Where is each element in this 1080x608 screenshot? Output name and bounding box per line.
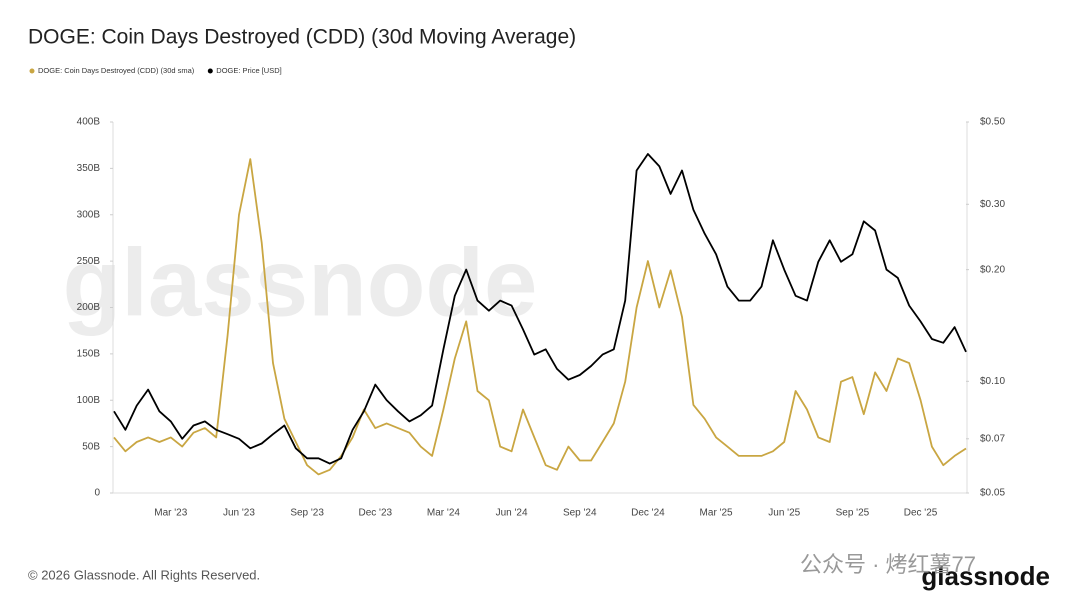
y-tick-label: $0.30 (980, 199, 1005, 210)
y-tick-label: $0.05 (980, 488, 1005, 499)
x-tick-label: Sep '24 (563, 508, 597, 519)
x-tick-label: Mar '23 (154, 508, 187, 519)
line (113, 158, 967, 476)
y-tick-label: 100B (77, 395, 101, 406)
y-tick-label: 50B (82, 441, 100, 452)
footer: © 2026 Glassnode. All Rights Reserved. (28, 567, 260, 582)
y-tick-label: $0.10 (980, 376, 1005, 387)
legend-marker (29, 68, 35, 74)
x-tick-label: Mar '25 (700, 508, 733, 519)
logo: glassnode (921, 561, 1050, 591)
y-tick-label: 200B (77, 302, 101, 313)
y-tick-label: $0.20 (980, 264, 1005, 275)
y-tick-label: 350B (77, 163, 101, 174)
y-tick-label: 0 (94, 488, 100, 499)
overlay-text: 公众号 · 烤红薯77 (800, 552, 976, 577)
y-tick-label: 400B (77, 117, 101, 128)
x-tick-label: Jun '24 (496, 508, 528, 519)
y-tick-label: 150B (77, 349, 101, 360)
y-tick-label: $0.50 (980, 117, 1005, 128)
x-tick-label: Mar '24 (427, 508, 460, 519)
chart-title: DOGE: Coin Days Destroyed (CDD) (30d Mov… (28, 26, 576, 49)
x-tick-label: Dec '24 (631, 508, 665, 519)
x-tick-label: Dec '25 (904, 508, 938, 519)
y-tick-label: 250B (77, 256, 101, 267)
x-tick-label: Jun '23 (223, 508, 255, 519)
x-tick-label: Sep '25 (836, 508, 870, 519)
x-tick-label: Jun '25 (768, 508, 800, 519)
y-tick-label: 300B (77, 209, 101, 220)
watermark: glassnode (63, 229, 538, 336)
legend-label: DOGE: Coin Days Destroyed (CDD) (30d sma… (38, 66, 195, 75)
legend-label: DOGE: Price [USD] (216, 66, 281, 75)
line (113, 153, 967, 465)
x-tick-label: Sep '23 (290, 508, 324, 519)
legend-marker (207, 68, 213, 74)
x-tick-label: Dec '23 (358, 508, 392, 519)
y-tick-label: $0.07 (980, 433, 1005, 444)
